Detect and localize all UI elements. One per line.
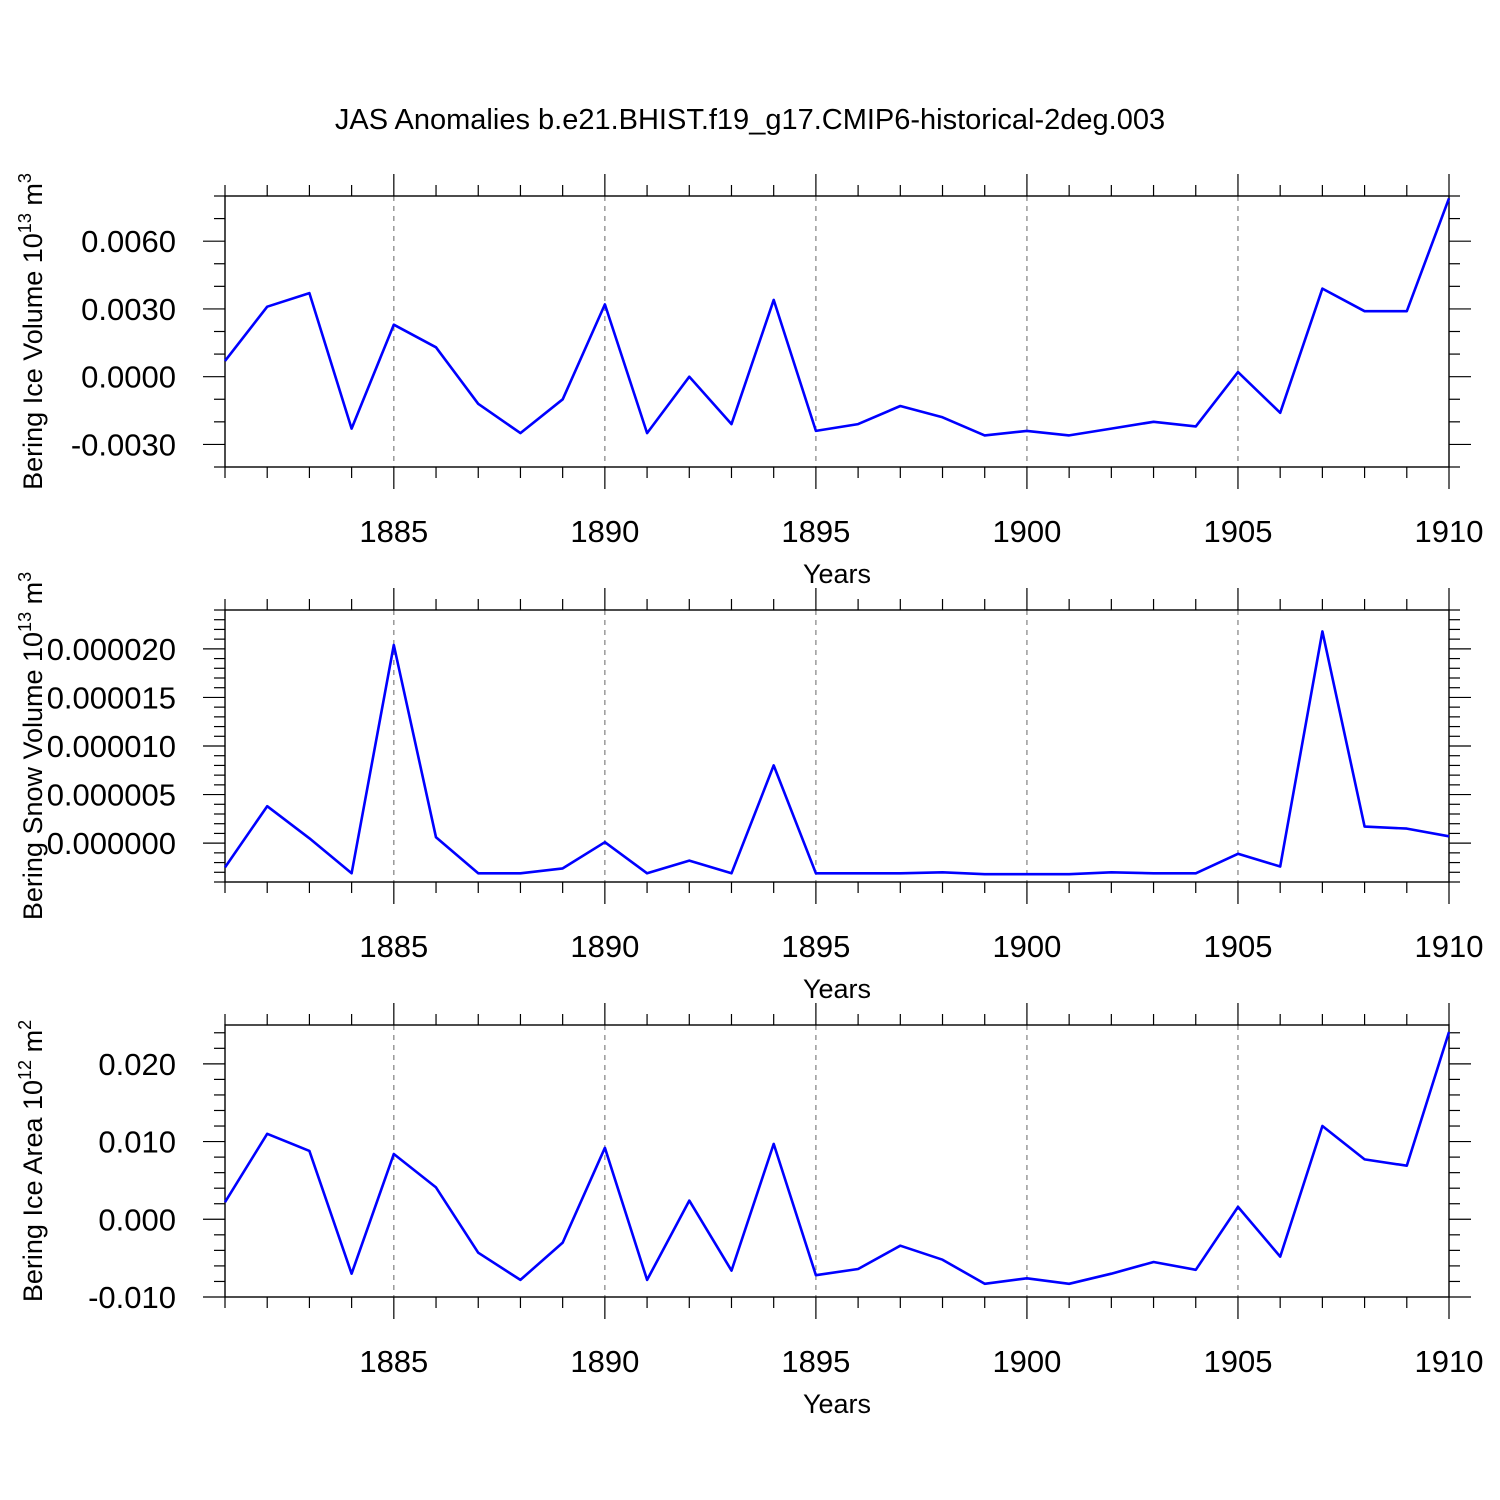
y-axis-label: Bering Ice Volume 1013 m3 bbox=[15, 173, 48, 490]
x-tick-label: 1905 bbox=[1203, 514, 1272, 549]
series-line bbox=[223, 1031, 1451, 1286]
x-tick-label: 1895 bbox=[781, 929, 850, 964]
x-tick-label: 1900 bbox=[992, 1344, 1061, 1379]
y-axis-label: Bering Snow Volume 1013 m3 bbox=[15, 572, 48, 920]
x-axis-label: Years bbox=[803, 559, 871, 589]
x-tick-label: 1885 bbox=[359, 1344, 428, 1379]
panel-1: -0.0030 0.0000 0.0030 0.0060 1885 1890 1895 190… bbox=[15, 173, 1483, 589]
x-tick-label: 1885 bbox=[359, 929, 428, 964]
y-tick-label: 0.000 bbox=[98, 1202, 176, 1237]
x-tick-label: 1890 bbox=[570, 1344, 639, 1379]
y-axis-label: Bering Ice Area 1012 m2 bbox=[15, 1020, 48, 1302]
figure-title: JAS Anomalies b.e21.BHIST.f19_g17.CMIP6-… bbox=[334, 104, 1166, 136]
y-tick-label: 0.000020 bbox=[47, 632, 176, 667]
series-line bbox=[223, 630, 1450, 876]
y-tick-label: 0.000000 bbox=[47, 826, 176, 861]
x-tick-label: 1910 bbox=[1415, 514, 1484, 549]
x-axis-label: Years bbox=[803, 974, 871, 1004]
y-tick-label: -0.010 bbox=[88, 1280, 176, 1315]
panel-2: 0.000000 0.000005 0.000010 0.000015 0.000020… bbox=[15, 572, 1483, 1004]
series-line bbox=[223, 197, 1451, 437]
x-tick-label: 1890 bbox=[570, 514, 639, 549]
y-tick-label: 0.000015 bbox=[47, 680, 176, 715]
y-tick-label: 0.000005 bbox=[47, 778, 176, 813]
y-tick-label: 0.0000 bbox=[81, 360, 176, 395]
y-tick-label: 0.020 bbox=[98, 1047, 176, 1082]
x-tick-label: 1885 bbox=[359, 514, 428, 549]
y-tick-label: 0.000010 bbox=[47, 729, 176, 764]
y-tick-label: 0.010 bbox=[98, 1125, 176, 1160]
x-tick-label: 1900 bbox=[992, 514, 1061, 549]
x-tick-label: 1895 bbox=[781, 514, 850, 549]
y-tick-label: -0.0030 bbox=[71, 427, 176, 462]
x-tick-label: 1895 bbox=[781, 1344, 850, 1379]
x-tick-label: 1910 bbox=[1415, 929, 1484, 964]
y-tick-label: 0.0060 bbox=[81, 224, 176, 259]
x-tick-label: 1905 bbox=[1203, 929, 1272, 964]
panel-3: -0.010 0.000 0.010 0.020 1885 1890 1895 1900 190… bbox=[15, 1003, 1483, 1419]
plot-frame bbox=[224, 1024, 1450, 1298]
y-tick-label: 0.0030 bbox=[81, 292, 176, 327]
x-tick-label: 1905 bbox=[1203, 1344, 1272, 1379]
x-tick-label: 1910 bbox=[1415, 1344, 1484, 1379]
x-tick-label: 1890 bbox=[570, 929, 639, 964]
x-axis-label: Years bbox=[803, 1389, 871, 1419]
plot-frame bbox=[224, 609, 1450, 883]
x-tick-label: 1900 bbox=[992, 929, 1061, 964]
